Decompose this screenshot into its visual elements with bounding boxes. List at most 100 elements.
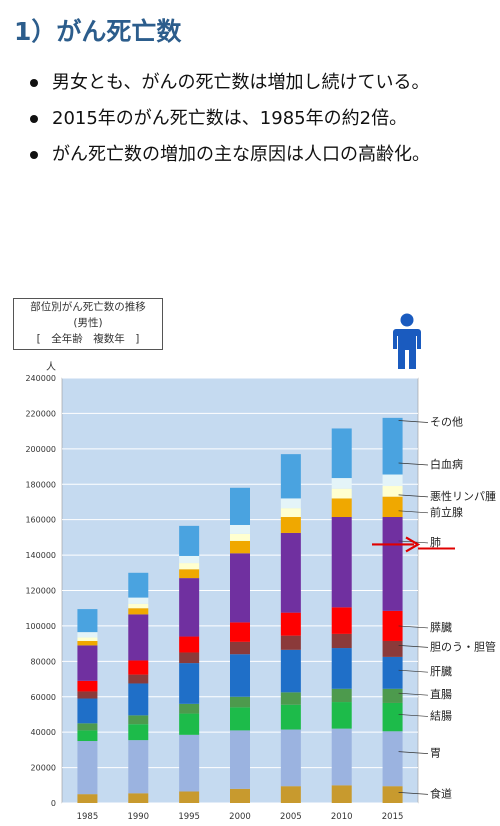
y-tick-label: 60000 [31,693,56,702]
bar-segment [77,794,98,803]
series-label: 結腸 [430,708,452,722]
leader-line [398,751,429,754]
x-tick-label: 1995 [178,812,200,822]
chart-scope: [ 全年齢 複数年 ] [36,333,140,345]
x-tick-label: 2010 [331,812,353,822]
bar-segment [382,688,403,703]
bar-segment [280,786,301,803]
bar-segment [331,702,352,729]
bar-segment [179,563,200,570]
bar-segment [77,640,98,646]
leader-line [398,669,429,673]
bar-segment [77,698,98,724]
y-tick-label: 200000 [25,445,56,454]
bar-segment [230,540,250,554]
bar-segment [128,572,149,598]
y-tick-label: 40000 [31,728,56,737]
bar-segment [331,648,352,689]
x-tick-label: 2005 [280,812,302,822]
bar-segment [128,660,149,675]
series-label: 胆のう・胆管 [430,639,496,653]
bar-segment [331,517,352,608]
bar-segment [179,703,200,714]
bar-segment [331,607,352,634]
bar-segment [280,704,301,730]
series-label: 肺 [430,536,441,549]
bar-segment [382,486,403,497]
bar-segment [128,740,149,794]
series-label: 悪性リンパ腫 [430,489,496,503]
bar-segment [179,555,200,564]
bar-segment [280,729,301,787]
bar-segment [331,488,352,499]
bar-segment [331,785,352,803]
y-unit-label: 人 [46,361,56,373]
bar-segment [179,525,200,556]
bar-segment [77,723,98,731]
leader-line [398,420,429,423]
series-label: 食道 [430,786,452,800]
series-label: その他 [430,416,463,429]
bar-segment [128,683,149,716]
bar-segment [179,569,200,579]
bar-segment [382,731,403,787]
bar-segment [77,680,98,692]
bar-segment [128,793,149,803]
bar-segment [382,417,403,475]
bar-segment [230,730,250,789]
leader-line [398,510,429,514]
bar-segment [128,715,149,725]
bar-segment [331,728,352,786]
bar-segment [230,553,250,623]
bar-segment [128,674,149,684]
bar-segment [280,635,301,650]
series-label: 前立腺 [430,505,463,519]
x-tick-label: 1985 [77,812,99,822]
bar-segment [179,652,200,664]
bar-segment [280,649,301,693]
chart-title: 部位別がん死亡数の推移 [30,301,146,313]
bar-segment [331,633,352,649]
bar-segment [230,788,250,803]
bar-segment [280,508,301,518]
leader-line [398,462,429,466]
bar-segment [230,622,250,642]
leader-line [398,625,429,629]
bar-segment [382,517,403,611]
bar-segment [382,786,403,803]
bar-segment [77,730,98,742]
bar-segment [128,724,149,741]
leader-line [398,494,429,498]
bar-segment [128,608,149,615]
bar-segment [128,597,149,604]
bar-segment [230,487,250,525]
leader-line [398,692,429,696]
y-tick-label: 100000 [25,622,56,631]
leader-line [398,645,429,648]
y-tick-label: 20000 [31,764,56,773]
y-tick-label: 0 [51,799,56,808]
leader-line [398,792,429,795]
y-tick-label: 180000 [25,480,56,489]
bar-segment [128,603,149,609]
bar-segment [179,578,200,637]
bullet-item-2: 2015年のがん死亡数は、1985年の約2倍。 [30,104,470,134]
bar-segment [331,428,352,479]
bullet-item-1: 男女とも、がんの死亡数は増加し続けている。 [30,68,470,98]
y-tick-label: 220000 [25,409,56,418]
bar-segment [179,636,200,653]
bar-segment [77,691,98,699]
bar-segment [179,734,200,792]
bar-segment [382,496,403,518]
series-label: 膵臓 [430,621,452,634]
person-icon [393,313,421,369]
y-tick-label: 160000 [25,516,56,525]
y-tick-label: 140000 [25,551,56,560]
series-label: 胃 [430,747,441,760]
bar-segment [77,632,98,638]
bar-segment [77,609,98,633]
bar-segment [280,454,301,499]
bar-segment [179,791,200,803]
y-tick-label: 80000 [31,657,56,666]
bar-segment [280,517,301,533]
